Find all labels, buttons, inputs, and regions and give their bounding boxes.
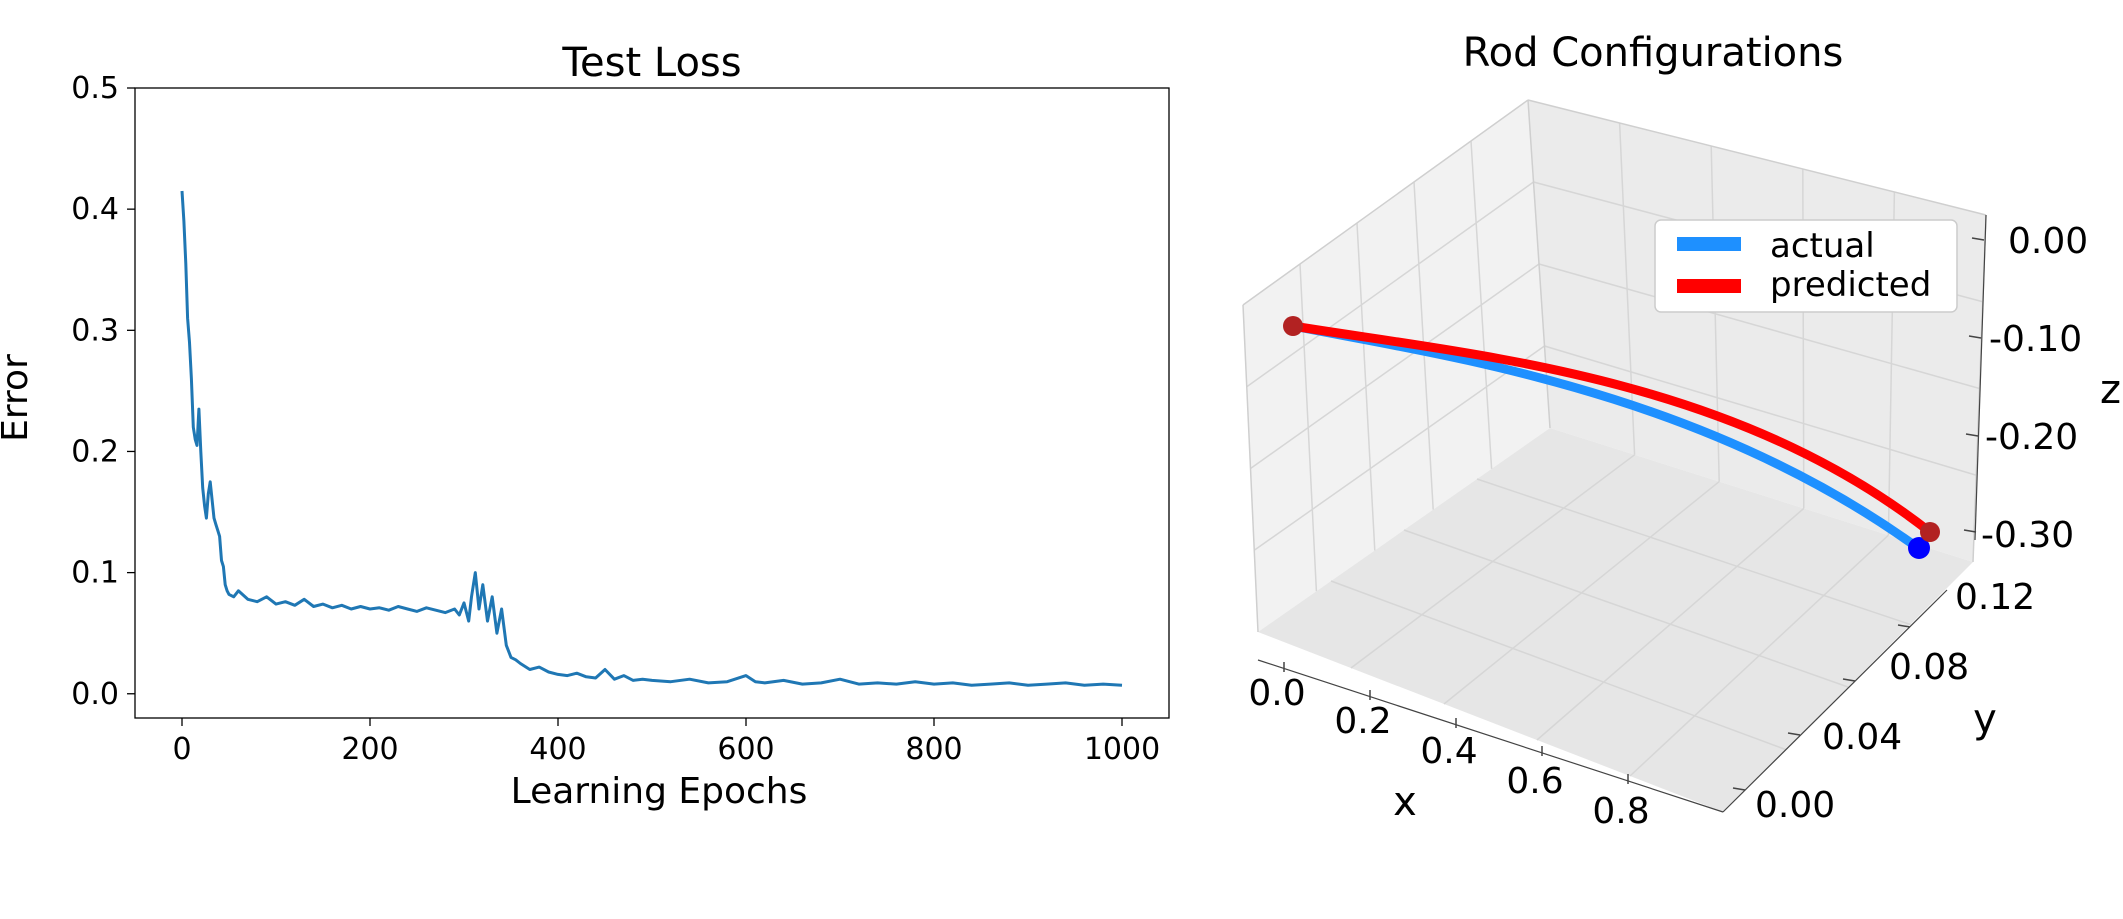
3d-tick-marks	[1283, 237, 1985, 791]
z-tick-label: -0.10	[1989, 319, 2082, 360]
x-tick-label: 600	[717, 732, 774, 767]
grid-line	[1250, 263, 1540, 470]
y-axis-label: y	[1973, 696, 1997, 742]
x-axis-label: x	[1393, 779, 1417, 825]
x-axis-line	[1257, 659, 1724, 813]
test-loss-title: Test Loss	[561, 40, 741, 86]
test-loss-x-axis-label: Learning Epochs	[511, 771, 808, 812]
grid-line	[1246, 181, 1534, 388]
test-loss-y-ticks: 0.0 0.1 0.2 0.3 0.4 0.5	[71, 71, 135, 712]
z-axis-label: z	[2100, 367, 2121, 413]
grid-line	[1618, 122, 1636, 455]
y-tick-mark	[1732, 787, 1746, 791]
z-tick-labels: 0.00 -0.10 -0.20 -0.30	[1981, 221, 2088, 556]
legend-predicted-label: predicted	[1770, 265, 1931, 305]
rod-configurations-chart: Rod Configurations 0.0 0.2 0.4 0.6 0.8 x…	[1242, 30, 2121, 832]
grid-line	[1403, 529, 1849, 688]
y-tick-label: 0.00	[1755, 785, 1835, 826]
grid-line	[1710, 145, 1720, 482]
z-tick-mark	[1963, 529, 1977, 533]
grid-line	[1356, 222, 1376, 551]
x-tick-label: 0.2	[1334, 701, 1391, 742]
actual-tip-marker	[1908, 537, 1930, 559]
y-tick-mark	[1897, 624, 1911, 628]
grid-line	[1253, 345, 1545, 551]
test-loss-chart: Test Loss 0 200 400 600 800 1000 0.0 0.1 0.2 0.3…	[0, 40, 1170, 812]
z-tick-label: -0.30	[1981, 515, 2074, 556]
floor-pane	[1258, 428, 1973, 812]
test-loss-y-axis-label: Error	[0, 354, 36, 442]
y-tick-label: 0.3	[71, 313, 119, 348]
legend-actual-swatch	[1677, 237, 1741, 251]
grid-line	[1544, 345, 1977, 476]
y-tick-mark	[1787, 732, 1801, 736]
test-loss-series-line	[180, 190, 1123, 687]
x-tick-label: 800	[905, 732, 962, 767]
y-tick-labels: 0.00 0.04 0.08 0.12	[1755, 577, 2035, 826]
y-tick-label: 0.12	[1955, 577, 2035, 618]
x-tick-label: 1000	[1084, 732, 1160, 767]
legend: actual predicted	[1654, 219, 1958, 313]
grid-line	[1538, 263, 1980, 390]
x-tick-labels: 0.0 0.2 0.4 0.6 0.8	[1248, 673, 1649, 832]
grid-line	[1330, 580, 1786, 751]
x-tick-label: 0.0	[1248, 673, 1305, 714]
legend-actual-label: actual	[1770, 226, 1875, 266]
pane-edge	[1527, 99, 1551, 429]
rod-base-marker	[1283, 316, 1303, 336]
test-loss-x-ticks: 0 200 400 600 800 1000	[172, 718, 1160, 767]
predicted-tip-marker	[1920, 522, 1940, 542]
y-tick-label: 0.08	[1889, 647, 1969, 688]
z-tick-mark	[1968, 335, 1982, 339]
y-tick-label: 0.0	[71, 677, 119, 712]
grid-line	[1299, 263, 1318, 592]
z-axis-line	[1974, 214, 1987, 541]
z-tick-mark	[1971, 237, 1985, 241]
pane-edge	[1242, 304, 1259, 633]
y-tick-label: 0.5	[71, 71, 119, 106]
x-tick-label: 0.4	[1420, 731, 1477, 772]
test-loss-axes-frame	[134, 87, 1170, 719]
grid-line	[1476, 478, 1911, 626]
pane-edge	[1527, 99, 1987, 216]
x-tick-label: 0.8	[1592, 791, 1649, 832]
x-tick-label: 400	[529, 732, 586, 767]
rod-configurations-title: Rod Configurations	[1463, 30, 1844, 76]
x-tick-label: 200	[341, 732, 398, 767]
y-tick-label: 0.1	[71, 556, 119, 591]
x-tick-label: 0	[172, 732, 191, 767]
back-right-pane	[1528, 100, 1986, 562]
back-left-pane	[1243, 100, 1550, 632]
y-tick-mark	[1842, 678, 1856, 682]
y-tick-label: 0.04	[1822, 717, 1902, 758]
grid-line	[1470, 140, 1493, 469]
y-tick-label: 0.4	[71, 192, 119, 227]
z-tick-label: -0.20	[1985, 417, 2078, 458]
x-tick-label: 0.6	[1506, 761, 1563, 802]
pane-edge	[1242, 99, 1529, 306]
y-tick-label: 0.2	[71, 434, 119, 469]
legend-predicted-swatch	[1677, 279, 1741, 293]
predicted-rod-curve	[1288, 321, 1935, 537]
z-tick-mark	[1965, 433, 1979, 437]
z-tick-label: 0.00	[2008, 221, 2088, 262]
